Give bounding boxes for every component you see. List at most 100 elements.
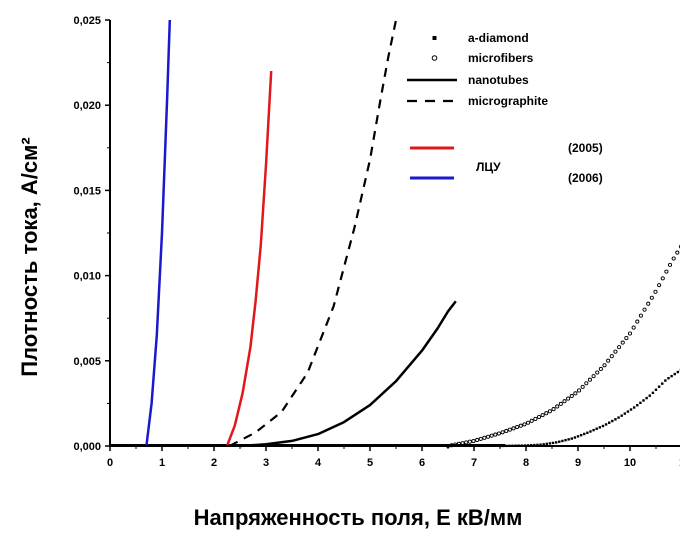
data-point (540, 413, 545, 418)
data-point (579, 433, 583, 437)
data-point (580, 384, 585, 389)
data-point (676, 370, 680, 374)
x-tick-label: 5 (367, 457, 373, 469)
data-point (648, 394, 651, 397)
data-point (558, 440, 561, 443)
data-point (507, 427, 512, 432)
data-point (536, 443, 539, 447)
y-tick-label: 0,005 (73, 356, 101, 368)
data-point (584, 381, 589, 386)
legend-label-a-diamond: a-diamond (468, 31, 529, 45)
y-tick-label: 0,000 (73, 441, 101, 453)
data-point (576, 435, 580, 438)
data-point (500, 430, 505, 435)
x-tick-label: 10 (624, 457, 636, 469)
data-point (515, 424, 520, 430)
data-point (489, 433, 494, 438)
data-point (613, 349, 618, 354)
data-point (657, 385, 661, 388)
data-point (518, 423, 523, 428)
data-point (595, 370, 600, 375)
legend-label-nanotubes: nanotubes (468, 73, 529, 87)
legend-label-microfibers: microfibers (468, 51, 534, 65)
data-point (670, 374, 673, 378)
data-point (467, 439, 472, 444)
data-point (464, 440, 469, 445)
data-point (558, 401, 563, 406)
data-point (591, 374, 596, 379)
y-tick-label: 0,020 (73, 100, 101, 112)
legend-marker-microfibers (431, 55, 438, 61)
data-point (609, 354, 614, 359)
data-point (548, 442, 552, 445)
data-point (471, 438, 476, 444)
data-point (638, 313, 643, 318)
data-point (583, 432, 586, 436)
data-point (629, 408, 633, 411)
data-point (671, 256, 676, 261)
data-point (539, 443, 542, 446)
data-point (598, 426, 602, 429)
x-tick-label: 0 (107, 457, 113, 469)
data-point (598, 366, 603, 372)
data-point (561, 439, 564, 443)
data-point (526, 420, 531, 425)
data-point (592, 428, 595, 432)
data-point (567, 438, 570, 441)
data-point (555, 404, 560, 409)
data-point (482, 435, 487, 440)
data-point (646, 301, 651, 306)
data-point (529, 418, 534, 423)
data-point (623, 412, 626, 415)
data-point (545, 442, 548, 446)
data-point (478, 436, 483, 441)
data-point (624, 336, 629, 341)
data-point (536, 414, 542, 420)
legend-label-micrographite: micrographite (468, 94, 548, 108)
data-point (475, 437, 480, 443)
data-point (664, 379, 667, 382)
data-point (562, 399, 567, 404)
series-line-2006 (145, 19, 172, 447)
data-point (569, 393, 574, 399)
x-tick-label: 2 (211, 457, 217, 469)
data-point (639, 401, 642, 405)
data-point (533, 416, 538, 421)
data-point (601, 424, 605, 428)
x-tick-label: 1 (679, 457, 680, 469)
data-point (554, 441, 558, 444)
data-point (620, 340, 625, 345)
data-point (570, 437, 573, 440)
data-point (667, 262, 673, 267)
data-point (511, 426, 516, 431)
data-point (617, 416, 620, 419)
data-point (620, 414, 623, 417)
data-point (636, 404, 639, 407)
data-point (595, 427, 598, 430)
data-point (611, 419, 614, 423)
data-point (675, 250, 680, 255)
data-point (606, 358, 611, 363)
x-tick-label: 7 (471, 457, 477, 469)
data-point (589, 430, 592, 433)
y-tick-label: 0,025 (73, 15, 101, 27)
data-point (653, 289, 658, 294)
data-point (551, 407, 556, 412)
data-point (617, 345, 622, 350)
y-axis-label: Плотность тока, А/см² (17, 137, 42, 376)
series-points-microfibers (445, 244, 680, 449)
series-line-2005 (225, 71, 273, 447)
data-point (645, 396, 648, 400)
data-point (614, 418, 617, 421)
x-tick-label: 8 (523, 457, 529, 469)
data-point (654, 388, 658, 391)
data-point (657, 283, 662, 288)
data-point (566, 396, 571, 401)
data-point (632, 406, 636, 409)
data-point (564, 438, 567, 442)
data-point (551, 441, 555, 445)
data-point (651, 391, 655, 395)
legend-label-2006: (2006) (568, 171, 603, 185)
y-tick-label: 0,015 (73, 185, 101, 197)
